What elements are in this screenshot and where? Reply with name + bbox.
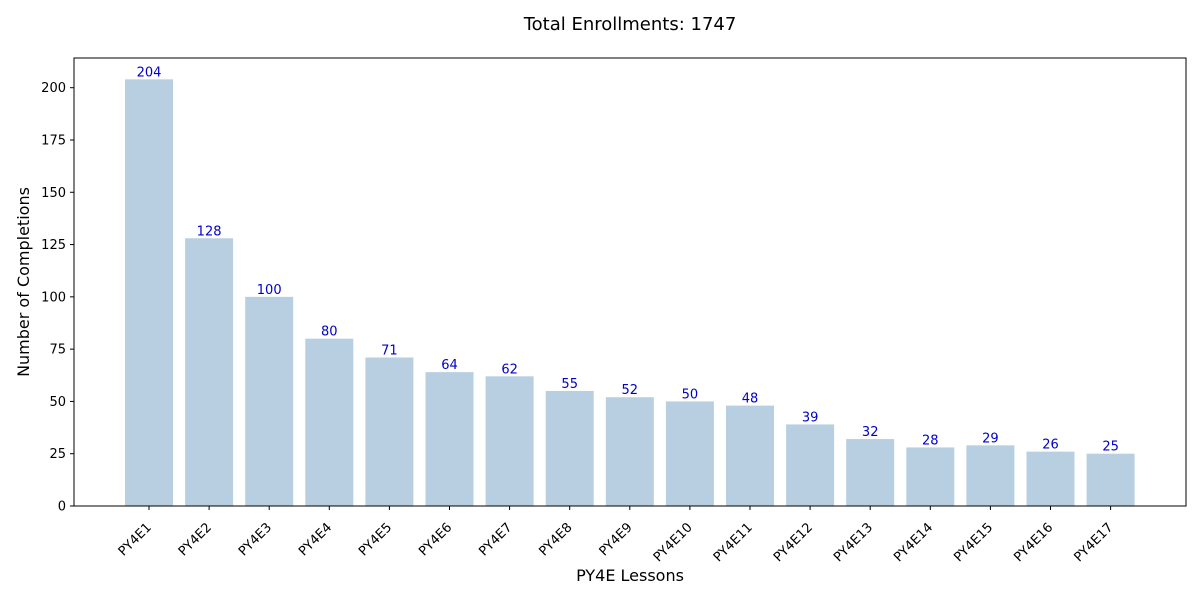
data-label-PY4E13: 32 <box>862 425 879 440</box>
data-label-PY4E1: 204 <box>137 65 162 80</box>
x-tick-label: PY4E7 <box>476 520 515 559</box>
y-tick-label: 50 <box>49 395 66 410</box>
x-tick-label: PY4E14 <box>891 520 936 565</box>
data-label-PY4E6: 64 <box>441 358 458 373</box>
x-tick-label: PY4E5 <box>356 520 395 559</box>
x-axis: PY4E1 PY4E2 PY4E3 PY4E4 PY4E5 PY4E6 PY4E7 PY4E8… <box>116 506 1117 565</box>
chart-title: Total Enrollments: 1747 <box>523 14 737 35</box>
x-tick-label: PY4E17 <box>1072 520 1117 565</box>
y-tick-label: 0 <box>58 500 66 515</box>
y-tick-label: 200 <box>41 81 66 96</box>
data-labels-layer: 204 128 100 80 71 64 62 55 52 50 48 39 32 28 29 26 25 <box>137 65 1119 454</box>
bar-PY4E11 <box>726 405 774 506</box>
y-tick-label: 75 <box>49 343 66 358</box>
bars-layer <box>125 79 1135 506</box>
bar-PY4E7 <box>485 376 534 506</box>
data-label-PY4E3: 100 <box>257 283 282 298</box>
y-tick-label: 100 <box>41 290 66 305</box>
data-label-PY4E14: 28 <box>922 433 939 448</box>
bar-PY4E4 <box>305 338 354 506</box>
x-tick-label: PY4E11 <box>711 520 756 565</box>
bar-PY4E16 <box>1026 451 1075 506</box>
data-label-PY4E4: 80 <box>321 325 338 340</box>
y-axis: 0 25 50 75 100 125 150 175 200 <box>41 81 74 515</box>
x-tick-label: PY4E4 <box>296 520 335 559</box>
data-label-PY4E5: 71 <box>381 344 398 359</box>
data-label-PY4E8: 55 <box>561 377 578 392</box>
data-label-PY4E15: 29 <box>982 431 999 446</box>
data-label-PY4E9: 52 <box>622 383 639 398</box>
x-tick-label: PY4E10 <box>651 520 696 565</box>
bar-PY4E3 <box>245 296 294 506</box>
x-axis-label: PY4E Lessons <box>576 566 684 585</box>
bar-PY4E10 <box>665 401 714 506</box>
bar-PY4E2 <box>185 238 234 506</box>
plot-frame <box>73 57 1187 507</box>
x-tick-label: PY4E8 <box>536 520 575 559</box>
data-label-PY4E2: 128 <box>197 224 222 239</box>
data-label-PY4E7: 62 <box>501 362 518 377</box>
x-tick-label: PY4E2 <box>176 520 215 559</box>
bar-PY4E5 <box>365 357 414 506</box>
x-tick-label: PY4E12 <box>771 520 816 565</box>
bar-PY4E17 <box>1086 453 1135 506</box>
bar-PY4E13 <box>846 439 895 506</box>
data-label-PY4E12: 39 <box>802 410 819 425</box>
x-tick-label: PY4E1 <box>116 520 155 559</box>
y-tick-label: 25 <box>49 447 66 462</box>
bar-PY4E15 <box>966 445 1015 506</box>
y-tick-label: 125 <box>41 238 66 253</box>
x-tick-label: PY4E9 <box>597 520 636 559</box>
x-tick-label: PY4E16 <box>1011 520 1056 565</box>
bar-PY4E8 <box>545 390 594 506</box>
data-label-PY4E11: 48 <box>742 392 759 407</box>
y-tick-label: 175 <box>41 133 66 148</box>
bar-PY4E1 <box>125 79 173 506</box>
x-tick-label: PY4E13 <box>831 520 876 565</box>
bar-PY4E14 <box>906 447 955 506</box>
bar-PY4E6 <box>425 372 474 506</box>
x-tick-label: PY4E15 <box>951 520 996 565</box>
bar-PY4E9 <box>605 397 654 506</box>
bar-PY4E12 <box>786 424 835 506</box>
x-tick-label: PY4E6 <box>416 520 455 559</box>
data-label-PY4E16: 26 <box>1042 438 1059 453</box>
data-label-PY4E17: 25 <box>1102 440 1119 455</box>
data-label-PY4E10: 50 <box>682 387 699 402</box>
y-tick-label: 150 <box>41 186 66 201</box>
x-tick-label: PY4E3 <box>236 520 275 559</box>
y-axis-label: Number of Completions <box>14 187 33 377</box>
